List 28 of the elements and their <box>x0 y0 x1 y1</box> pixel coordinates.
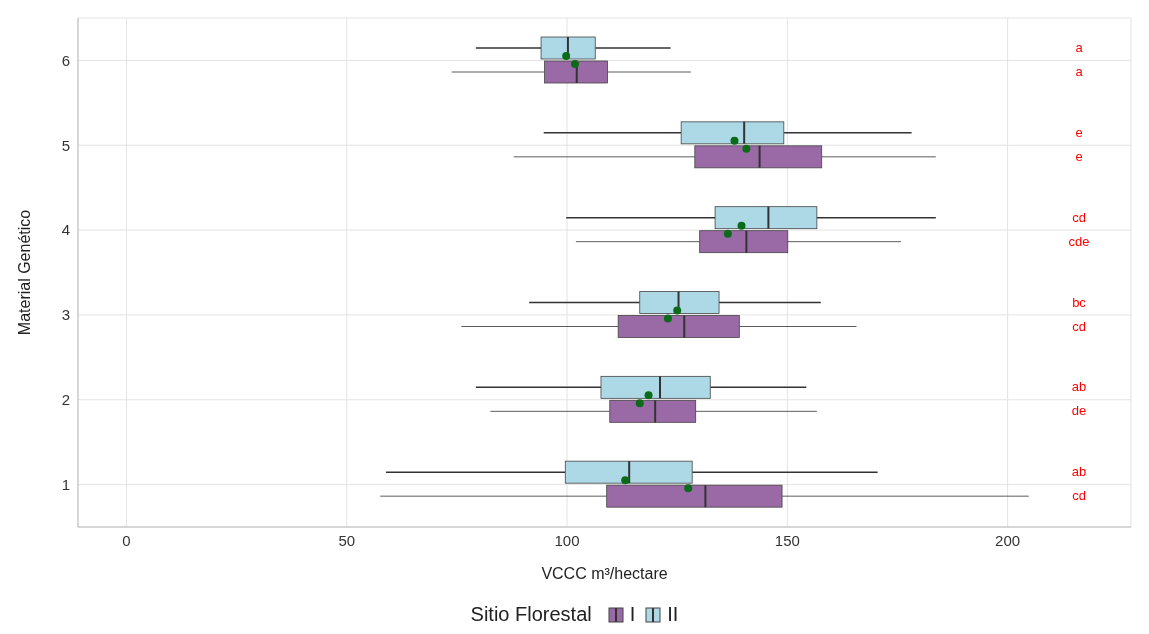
text: e <box>1075 148 1083 164</box>
x-tick-label: 200 <box>995 531 1021 549</box>
y-tick-label: 3 <box>61 306 70 324</box>
text: bc <box>1072 294 1086 310</box>
text: cde <box>1068 233 1090 249</box>
text: ab <box>1071 464 1087 480</box>
y-tick-label: 6 <box>61 51 70 69</box>
text: ab <box>1071 379 1087 395</box>
x-tick-label: 0 <box>122 531 131 549</box>
legend-title: Sitio Florestal <box>470 603 592 626</box>
text: a <box>1075 64 1083 79</box>
text: cd <box>1072 318 1086 334</box>
x-axis-title: VCCC m³/hectare <box>541 565 668 582</box>
text: cd <box>1072 488 1086 504</box>
x-tick-label: 100 <box>554 531 580 549</box>
legend-label: II <box>667 603 679 626</box>
y-tick-label: 4 <box>61 221 70 239</box>
text: e <box>1075 124 1083 140</box>
y-axis-title: Material Genético <box>15 209 33 336</box>
x-tick-label: 150 <box>774 531 800 549</box>
y-tick-label: 2 <box>61 391 70 409</box>
legend-label: I <box>629 603 636 626</box>
text: de <box>1071 403 1087 419</box>
y-tick-label: 5 <box>61 136 70 154</box>
x-tick-label: 50 <box>338 531 356 549</box>
text: cd <box>1072 209 1086 225</box>
text: a <box>1075 40 1083 55</box>
y-tick-label: 1 <box>61 475 70 493</box>
